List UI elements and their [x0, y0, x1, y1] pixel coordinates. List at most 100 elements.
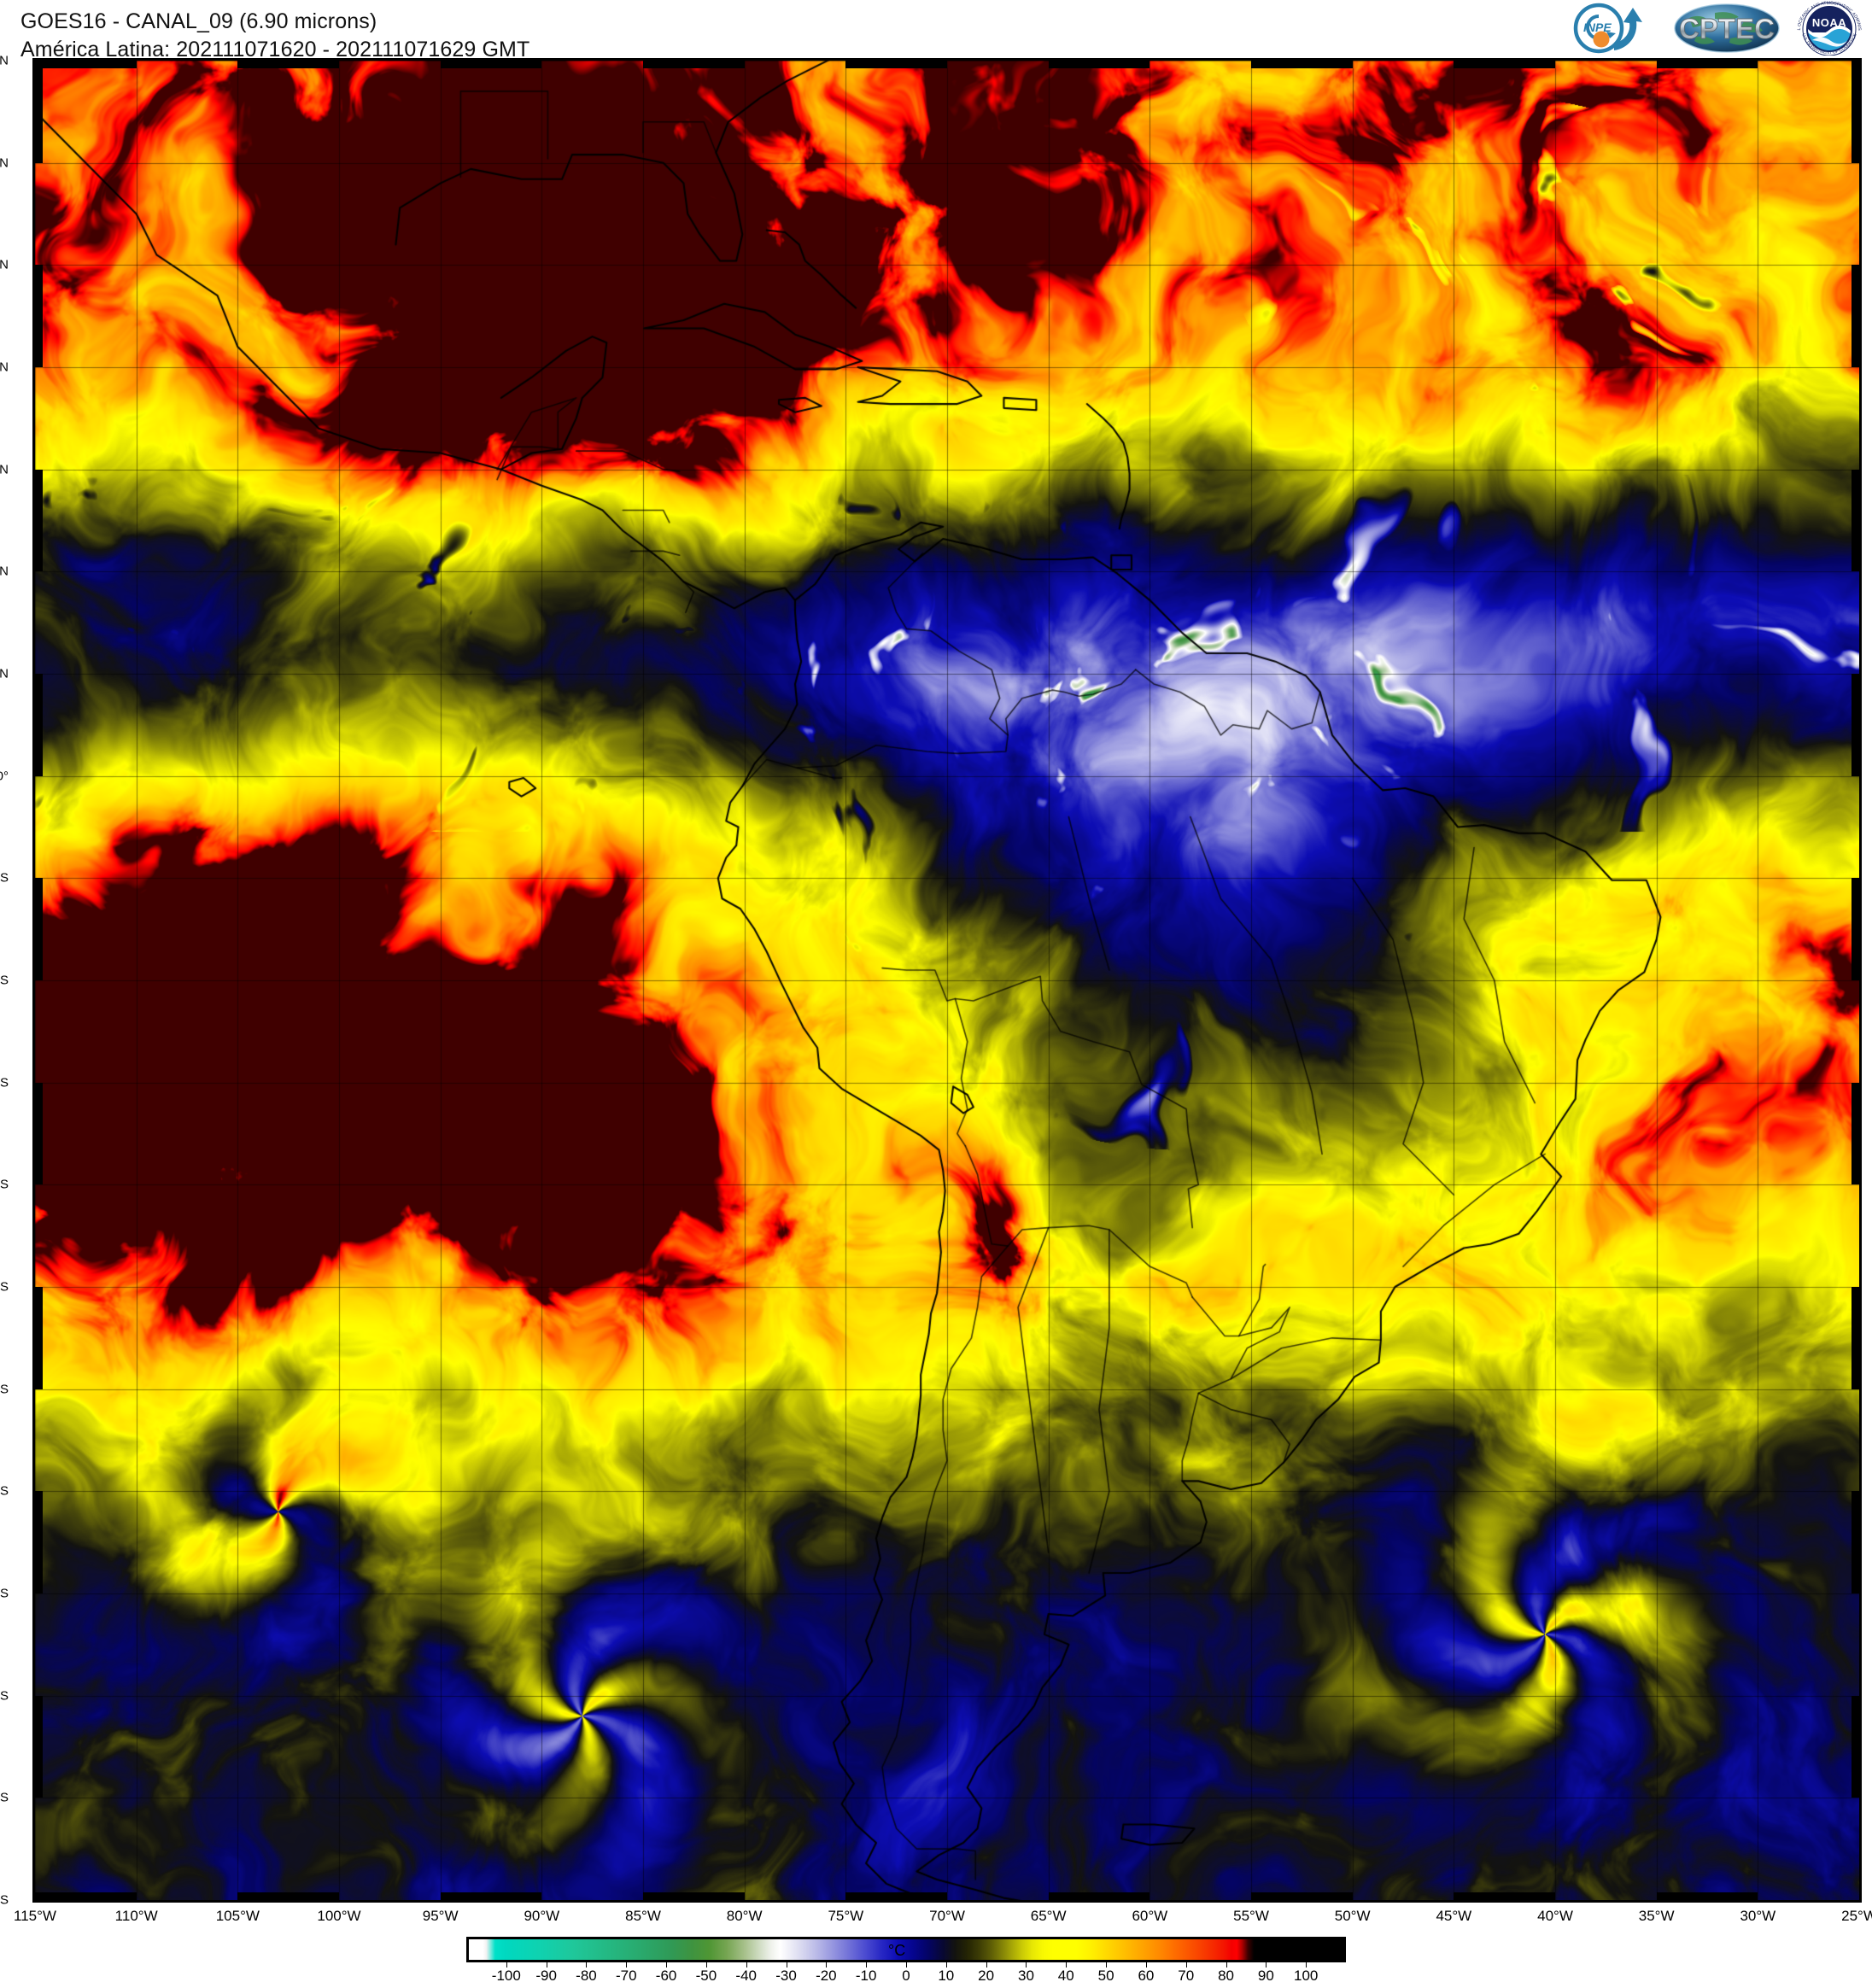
- longitude-tick-label: 85°W: [625, 1908, 661, 1924]
- colorbar-tick: [1226, 1962, 1227, 1968]
- colorbar-tick-label: 100: [1293, 1968, 1319, 1984]
- colorbar-tick-label: 40: [1057, 1968, 1074, 1984]
- longitude-tick-label: 35°W: [1638, 1908, 1675, 1924]
- colorbar-unit-label: °C: [888, 1942, 906, 1959]
- longitude-tick-label: 30°W: [1740, 1908, 1776, 1924]
- latitude-tick-label: 15°N: [0, 462, 9, 477]
- latitude-tick-label: 5°S: [0, 870, 9, 886]
- longitude-tick-label: 45°W: [1436, 1908, 1472, 1924]
- colorbar-gradient: [466, 1937, 1346, 1962]
- colorbar-tick-label: 0: [902, 1968, 910, 1984]
- header-bar: GOES16 - CANAL_09 (6.90 microns) América…: [0, 0, 1872, 61]
- axis-tick-band: [237, 1892, 339, 1900]
- longitude-tick-label: 105°W: [215, 1908, 260, 1924]
- axis-tick-band: [237, 61, 339, 68]
- colorbar-tick: [986, 1962, 987, 1968]
- axis-tick-band: [845, 1892, 947, 1900]
- latitude-tick-label: 35°S: [0, 1483, 9, 1499]
- axis-tick-band: [35, 469, 43, 572]
- colorbar-tick-label: -100: [491, 1968, 521, 1984]
- colorbar-tick-label: 50: [1097, 1968, 1114, 1984]
- latitude-tick-label: 20°N: [0, 360, 9, 375]
- colorbar-tick-label: 30: [1017, 1968, 1034, 1984]
- colorbar-tick-label: 60: [1138, 1968, 1155, 1984]
- latitude-tick-label: 25°S: [0, 1279, 9, 1295]
- axis-tick-band: [1656, 1892, 1758, 1900]
- axis-tick-band: [35, 1892, 137, 1900]
- axis-tick-band: [1852, 61, 1859, 163]
- page-title: GOES16 - CANAL_09 (6.90 microns): [20, 9, 377, 33]
- colorbar[interactable]: -100 -90 -80 -70 -60 -50 -40 -30 -20 -10 0 10 20 30 40…: [466, 1937, 1346, 1984]
- logo-strip: INPE: [1561, 0, 1869, 56]
- colorbar-tick-label: -60: [655, 1968, 677, 1984]
- longitude-tick-label: 100°W: [317, 1908, 361, 1924]
- axis-tick-band: [35, 674, 43, 776]
- axis-tick-band: [35, 1287, 43, 1389]
- colorbar-tick: [945, 1962, 947, 1968]
- colorbar-tick: [1026, 1962, 1027, 1968]
- axis-tick-band: [643, 1892, 745, 1900]
- latitude-tick-label: 55°S: [0, 1892, 9, 1908]
- axis-tick-band: [643, 61, 745, 68]
- colorbar-tick: [626, 1962, 628, 1968]
- satellite-map[interactable]: [32, 58, 1862, 1903]
- colorbar-tick-label: 80: [1218, 1968, 1234, 1984]
- title-block: GOES16 - CANAL_09 (6.90 microns) América…: [20, 8, 529, 63]
- colorbar-tick-label: 20: [978, 1968, 995, 1984]
- latitude-tick-label: 15°S: [0, 1075, 9, 1090]
- longitude-tick-label: 70°W: [929, 1908, 965, 1924]
- longitude-tick-label: 115°W: [14, 1908, 56, 1924]
- colorbar-tick-label: 70: [1178, 1968, 1195, 1984]
- colorbar-tick: [1066, 1962, 1068, 1968]
- colorbar-tick-label: -40: [735, 1968, 758, 1984]
- colorbar-tick: [1266, 1962, 1267, 1968]
- longitude-tick-label: 55°W: [1233, 1908, 1269, 1924]
- latitude-tick-label: 25°N: [0, 257, 9, 272]
- longitude-tick-label: 40°W: [1537, 1908, 1573, 1924]
- latitude-tick-label: 35°N: [0, 53, 9, 68]
- axis-tick-band: [1048, 1892, 1150, 1900]
- inpe-logo: INPE: [1561, 1, 1664, 56]
- page-subtitle: América Latina: 202111071620 - 202111071…: [20, 37, 530, 61]
- axis-tick-band: [1852, 265, 1859, 367]
- colorbar-tick: [666, 1962, 668, 1968]
- latitude-tick-label: 40°S: [0, 1586, 9, 1601]
- cptec-logo: CPTEC: [1670, 1, 1783, 56]
- axis-tick-band: [35, 61, 43, 163]
- longitude-tick-label: 75°W: [828, 1908, 864, 1924]
- water-vapor-imagery[interactable]: [35, 61, 1859, 1900]
- svg-text:INPE: INPE: [1583, 20, 1612, 34]
- axis-tick-band: [1852, 674, 1859, 776]
- axis-tick-band: [35, 1082, 43, 1185]
- latitude-tick-label: 10°N: [0, 564, 9, 579]
- axis-tick-band: [1852, 1491, 1859, 1593]
- axis-tick-band: [1852, 1082, 1859, 1185]
- axis-tick-band: [440, 61, 542, 68]
- axis-tick-band: [1656, 61, 1758, 68]
- colorbar-tick: [1185, 1962, 1187, 1968]
- longitude-tick-label: 90°W: [524, 1908, 560, 1924]
- axis-tick-band: [1852, 1695, 1859, 1798]
- colorbar-tick: [1145, 1962, 1147, 1968]
- axis-tick-band: [35, 265, 43, 367]
- colorbar-tick-label: -10: [855, 1968, 877, 1984]
- latitude-tick-label: 30°N: [0, 155, 9, 171]
- axis-tick-band: [35, 1491, 43, 1593]
- longitude-tick-label: 110°W: [114, 1908, 158, 1924]
- latitude-tick-label: 0°: [0, 769, 9, 784]
- colorbar-tick: [506, 1962, 507, 1968]
- axis-tick-band: [440, 1892, 542, 1900]
- colorbar-tick-label: -90: [535, 1968, 557, 1984]
- colorbar-tick: [705, 1962, 707, 1968]
- longitude-tick-label: 60°W: [1132, 1908, 1168, 1924]
- longitude-tick-label: 65°W: [1030, 1908, 1067, 1924]
- colorbar-tick: [1306, 1962, 1307, 1968]
- longitude-tick-label: 25°W: [1841, 1908, 1872, 1924]
- colorbar-tick-label: -50: [695, 1968, 717, 1984]
- colorbar-tick-label: -80: [576, 1968, 597, 1984]
- axis-tick-band: [1251, 61, 1353, 68]
- noaa-logo: NATIONAL OCEANIC AND ATMOSPHERIC ADMINIS…: [1788, 0, 1869, 56]
- colorbar-tick-label: 10: [938, 1968, 955, 1984]
- latitude-tick-label: 5°N: [0, 666, 9, 681]
- axis-tick-band: [1048, 61, 1150, 68]
